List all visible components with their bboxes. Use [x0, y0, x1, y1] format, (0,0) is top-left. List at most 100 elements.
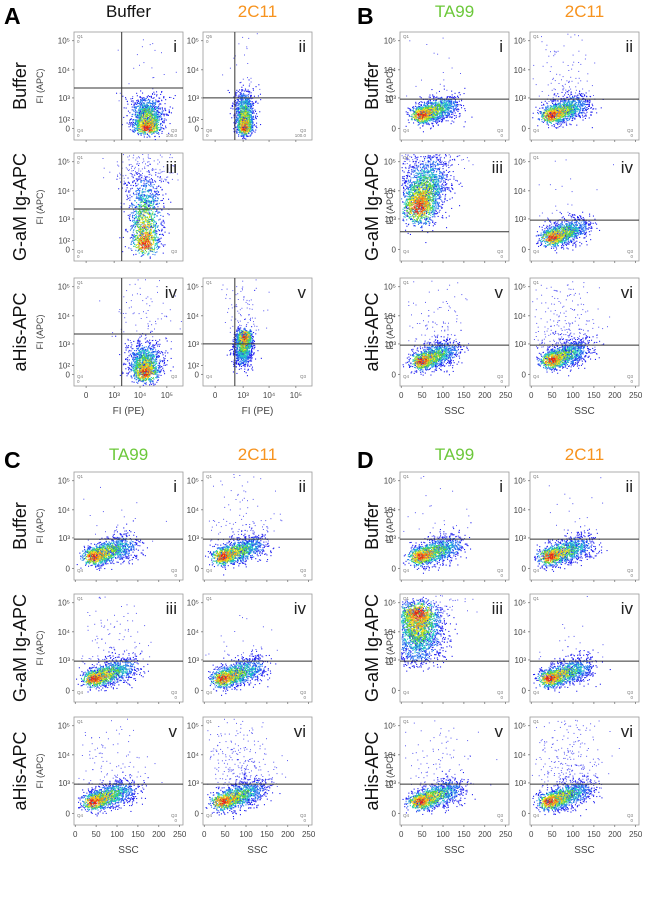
event-point — [238, 134, 240, 136]
event-point — [251, 106, 253, 108]
event-point — [129, 237, 131, 239]
event-point — [149, 238, 151, 240]
event-point — [240, 96, 242, 98]
event-point — [140, 97, 142, 99]
event-point — [125, 167, 127, 169]
event-point — [155, 125, 157, 127]
event-point — [130, 184, 132, 186]
event-point — [162, 113, 164, 115]
event-point — [237, 107, 239, 109]
event-point — [245, 95, 247, 97]
event-point — [128, 182, 130, 184]
event-point — [239, 111, 241, 113]
event-point — [145, 97, 147, 99]
event-point — [246, 106, 248, 108]
event-point — [140, 335, 142, 337]
event-point — [152, 104, 154, 106]
event-point — [132, 235, 134, 237]
event-point — [146, 114, 148, 116]
event-point — [146, 228, 148, 230]
event-point — [140, 118, 142, 120]
event-point — [137, 241, 139, 243]
event-point — [132, 170, 134, 171]
event-point — [140, 133, 142, 135]
event-point — [247, 106, 249, 108]
event-point — [252, 112, 254, 114]
event-point — [140, 106, 142, 108]
event-point — [242, 127, 244, 129]
event-point — [254, 131, 256, 133]
event-point — [169, 112, 171, 114]
event-point — [155, 181, 157, 183]
event-point — [144, 104, 146, 106]
event-point — [247, 105, 249, 107]
event-point — [243, 92, 245, 94]
event-point — [141, 210, 143, 212]
event-point — [156, 119, 158, 121]
event-point — [247, 102, 249, 104]
event-point — [243, 90, 245, 92]
event-point — [240, 98, 242, 100]
event-point — [248, 118, 250, 120]
event-point — [136, 192, 138, 194]
event-point — [151, 246, 153, 248]
event-point — [145, 232, 147, 234]
event-point — [250, 117, 252, 119]
event-point — [238, 113, 240, 115]
event-point — [135, 190, 137, 192]
event-point — [136, 116, 138, 118]
event-point — [145, 106, 147, 108]
event-point — [155, 168, 157, 170]
event-point — [157, 245, 159, 247]
event-point — [142, 119, 144, 121]
event-point — [142, 240, 144, 242]
event-point — [128, 159, 130, 161]
event-point — [137, 114, 139, 116]
event-point — [154, 247, 156, 249]
event-point — [139, 133, 141, 135]
event-point — [242, 133, 244, 135]
event-point — [138, 223, 140, 225]
event-point — [149, 127, 151, 129]
event-point — [141, 108, 143, 110]
event-point — [137, 206, 139, 208]
event-point — [250, 120, 252, 122]
event-point — [252, 118, 254, 120]
event-point — [152, 126, 154, 128]
event-point — [136, 232, 138, 234]
event-point — [149, 129, 151, 131]
event-point — [157, 111, 159, 113]
event-point — [157, 241, 159, 243]
event-point — [249, 110, 251, 112]
row-label: aHis-APC — [10, 292, 30, 371]
event-point — [134, 107, 136, 109]
event-point — [161, 127, 163, 129]
event-point — [142, 222, 144, 224]
event-point — [139, 215, 141, 217]
event-point — [142, 106, 144, 108]
event-point — [247, 128, 249, 130]
event-point — [153, 117, 155, 119]
event-point — [129, 155, 130, 157]
event-point — [249, 116, 251, 118]
event-point — [246, 114, 248, 116]
event-point — [239, 95, 241, 97]
event-point — [158, 239, 160, 241]
event-point — [145, 205, 147, 207]
event-point — [249, 122, 251, 124]
event-point — [247, 77, 248, 79]
event-point — [241, 123, 243, 125]
event-point — [164, 118, 166, 120]
event-point — [156, 95, 158, 97]
event-point — [245, 89, 247, 91]
event-point — [139, 130, 141, 132]
event-point — [235, 92, 237, 94]
event-point — [129, 129, 131, 131]
event-point — [141, 175, 143, 177]
event-point — [128, 123, 130, 125]
event-point — [156, 100, 158, 102]
event-point — [160, 93, 162, 95]
event-point — [250, 127, 252, 129]
event-point — [142, 128, 144, 130]
event-point — [160, 127, 162, 129]
